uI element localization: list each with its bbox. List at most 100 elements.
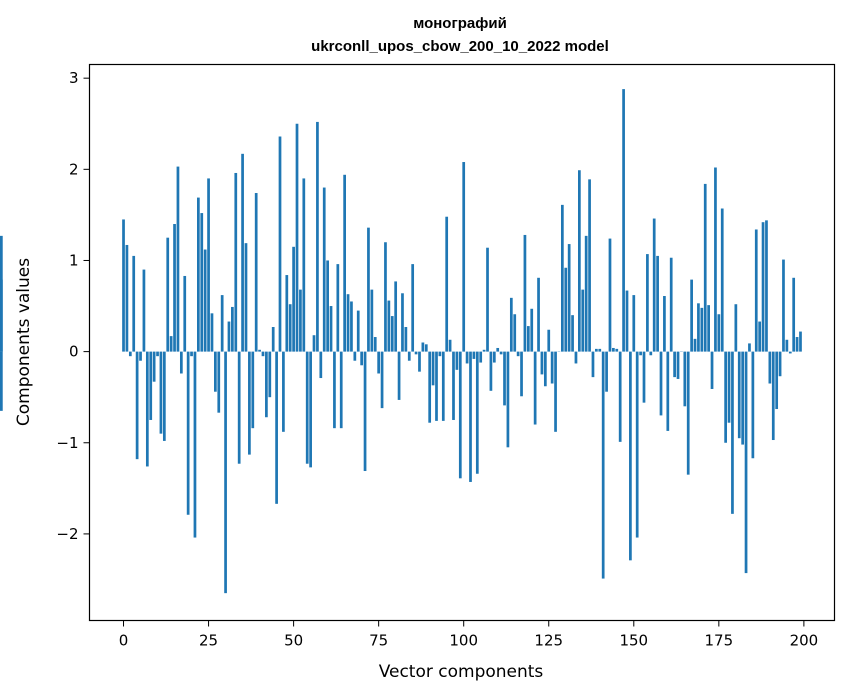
y-tick-label: 0: [69, 343, 79, 361]
bar: [207, 178, 210, 352]
bar: [183, 275, 187, 352]
bar: [472, 351, 476, 359]
bars-group: [0, 89, 802, 594]
bar: [537, 277, 540, 352]
bar: [428, 351, 432, 423]
bar: [768, 351, 772, 384]
x-tick-label: 100: [449, 632, 478, 650]
bar: [724, 351, 727, 443]
bar: [404, 327, 408, 352]
bar: [578, 170, 581, 352]
bar: [411, 264, 415, 352]
y-tick-label: 2: [69, 160, 79, 178]
bar: [669, 257, 673, 352]
y-tick-label: 1: [69, 251, 79, 269]
bar: [407, 351, 411, 361]
x-axis-ticks: 0 25 50 75 100 125 150 175 200: [119, 620, 819, 650]
bar: [387, 300, 391, 352]
chart-title: монографий: [413, 15, 507, 32]
bar: [673, 351, 676, 378]
bar: [299, 289, 302, 352]
bar: [697, 303, 700, 352]
bar: [567, 244, 571, 352]
bar: [356, 310, 360, 352]
bar: [693, 338, 697, 352]
bar: [629, 351, 632, 561]
bar: [778, 351, 782, 377]
bar: [785, 339, 789, 352]
bar: [646, 254, 649, 352]
bar: [152, 351, 156, 382]
bar: [649, 351, 653, 356]
bar: [333, 351, 336, 429]
bar: [322, 187, 326, 352]
bar: [309, 351, 312, 468]
bar: [744, 351, 748, 574]
bar: [666, 351, 670, 431]
bar: [418, 351, 421, 372]
bar: [503, 351, 506, 406]
bar: [727, 351, 731, 423]
bar: [540, 351, 544, 375]
bar: [771, 351, 775, 441]
bar: [271, 327, 275, 352]
bar: [564, 267, 568, 352]
bar: [254, 193, 258, 352]
y-axis-label: Components values: [14, 258, 34, 426]
bar: [431, 351, 435, 386]
bar: [465, 351, 469, 364]
bar: [734, 304, 738, 352]
x-tick-label: 125: [534, 632, 563, 650]
bar: [176, 166, 180, 352]
bar: [520, 351, 523, 397]
bar: [479, 351, 483, 363]
bar: [574, 351, 578, 364]
bar: [421, 342, 425, 352]
bar: [370, 289, 374, 352]
x-axis-label: Vector components: [379, 662, 544, 682]
bar: [717, 314, 721, 352]
y-tick-label: −2: [56, 525, 78, 543]
plot-area-frame: [88, 63, 836, 622]
bar: [686, 351, 690, 475]
bar: [295, 123, 299, 352]
bar: [234, 172, 238, 352]
bar: [635, 351, 639, 538]
bar: [509, 297, 513, 352]
bar: [601, 351, 605, 579]
bar: [526, 326, 530, 352]
bar: [455, 351, 459, 370]
bar: [373, 337, 377, 352]
bar: [329, 306, 333, 352]
bar: [179, 351, 183, 374]
x-tick-label: 200: [790, 632, 819, 650]
bar: [795, 337, 799, 352]
bar: [700, 307, 704, 352]
bar: [203, 249, 207, 352]
bar: [125, 244, 129, 352]
bar: [353, 351, 357, 361]
bar: [210, 313, 214, 352]
bar: [612, 347, 615, 352]
bar: [166, 237, 170, 352]
bar: [543, 351, 547, 387]
bar: [710, 351, 714, 389]
bar: [714, 167, 717, 352]
bar: [550, 351, 554, 384]
bar: [748, 343, 751, 352]
bar: [676, 351, 680, 379]
bar: [248, 351, 251, 455]
bar: [360, 351, 364, 366]
bar: [145, 351, 149, 467]
bar: [765, 220, 768, 352]
bar: [135, 351, 139, 460]
bar: [618, 351, 622, 442]
bar: [227, 321, 231, 352]
bar: [288, 304, 292, 352]
bar: [782, 259, 785, 352]
x-tick-label: 25: [199, 632, 218, 650]
bar: [659, 351, 663, 416]
bar: [214, 351, 217, 392]
bar: [799, 331, 802, 352]
